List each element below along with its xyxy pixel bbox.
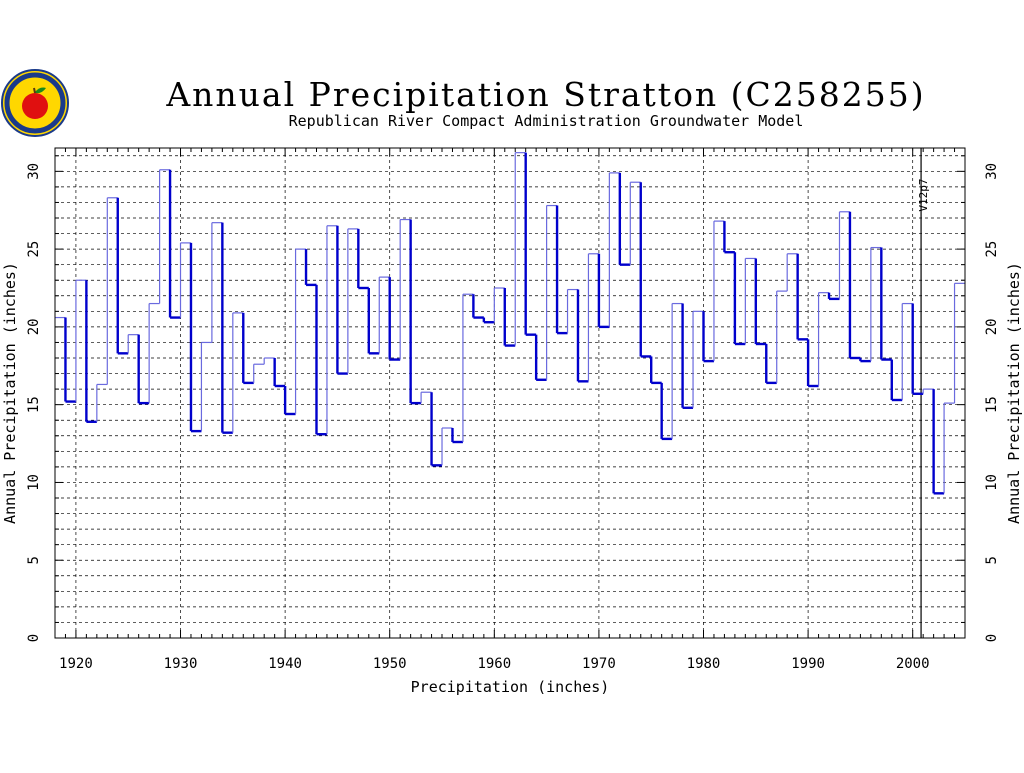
x-tick-label: 1920 bbox=[59, 656, 93, 672]
x-tick-label: 1980 bbox=[687, 656, 721, 672]
axis-ticks: 1920 1930 1940 1950 1960 1970 1980 1990 2000 0 0 5 5… bbox=[26, 148, 1000, 672]
chart-subtitle: Republican River Compact Administration … bbox=[289, 112, 804, 130]
y-tick-label-right: 15 bbox=[984, 396, 1000, 413]
y-tick-label-left: 0 bbox=[26, 634, 42, 642]
x-tick-label: 2000 bbox=[896, 656, 930, 672]
x-tick-label: 1970 bbox=[582, 656, 616, 672]
state-seal-logo bbox=[1, 69, 69, 137]
x-tick-label: 1930 bbox=[164, 656, 198, 672]
y-tick-label-left: 30 bbox=[26, 163, 42, 180]
x-tick-label: 1940 bbox=[268, 656, 302, 672]
grid-lines bbox=[55, 148, 965, 638]
y-tick-label-left: 25 bbox=[26, 241, 42, 258]
y-tick-label-right: 0 bbox=[984, 634, 1000, 642]
y-tick-label-right: 20 bbox=[984, 318, 1000, 335]
y-tick-label-right: 5 bbox=[984, 556, 1000, 564]
x-tick-label: 1960 bbox=[477, 656, 511, 672]
y-tick-label-left: 20 bbox=[26, 318, 42, 335]
y-tick-label-right: 25 bbox=[984, 241, 1000, 258]
y-tick-label-left: 15 bbox=[26, 396, 42, 413]
x-axis-label: Precipitation (inches) bbox=[411, 678, 610, 696]
data-series bbox=[55, 152, 965, 495]
y-axis-label-left: Annual Precipitation (inches) bbox=[1, 262, 19, 524]
x-tick-label: 1950 bbox=[373, 656, 407, 672]
y-axis-label-right: Annual Precipitation (inches) bbox=[1005, 262, 1023, 524]
chart-title: Annual Precipitation Stratton (C258255) bbox=[165, 75, 925, 114]
x-tick-label: 1990 bbox=[791, 656, 825, 672]
y-tick-label-left: 5 bbox=[26, 556, 42, 564]
apple-icon bbox=[22, 93, 48, 119]
model-version-annotation: V12p7 bbox=[917, 178, 930, 211]
plot-area-frame bbox=[54, 147, 966, 639]
y-tick-label-left: 10 bbox=[26, 474, 42, 491]
y-tick-label-right: 30 bbox=[984, 163, 1000, 180]
y-tick-label-right: 10 bbox=[984, 474, 1000, 491]
